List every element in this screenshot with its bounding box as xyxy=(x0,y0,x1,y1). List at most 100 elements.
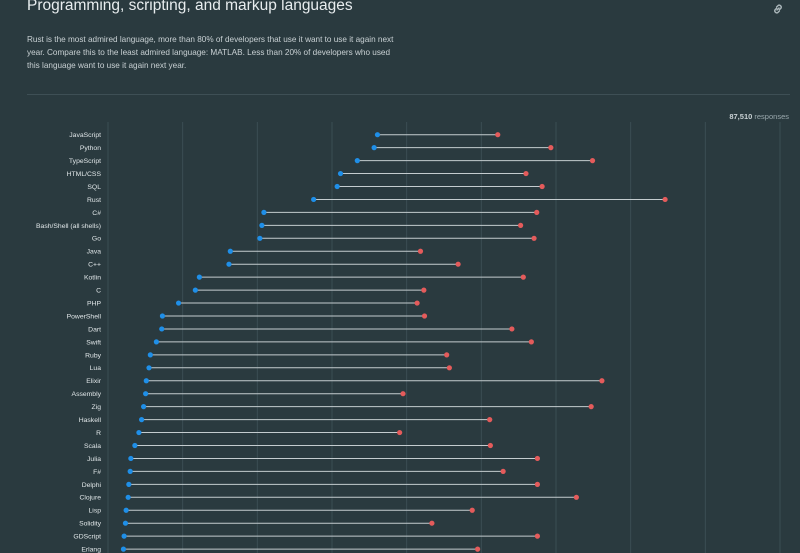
desired-point xyxy=(227,248,233,254)
chart-row: Delphi xyxy=(82,481,541,489)
desired-point xyxy=(146,365,152,371)
desired-point xyxy=(226,261,232,267)
category-label: Swift xyxy=(86,339,101,346)
category-label: Assembly xyxy=(72,391,102,398)
desired-point xyxy=(132,442,138,449)
category-label: SQL xyxy=(87,184,101,191)
desired-point xyxy=(141,404,147,410)
desired-point xyxy=(120,546,127,552)
admired-point xyxy=(469,507,475,513)
desired-point xyxy=(259,222,265,228)
admired-point xyxy=(475,546,481,552)
admired-point xyxy=(518,222,524,228)
admired-point xyxy=(487,442,493,449)
category-label: TypeScript xyxy=(69,158,101,165)
desired-point xyxy=(139,417,145,423)
chart-row: HTML/CSS xyxy=(67,170,529,178)
category-label: Kotlin xyxy=(84,275,101,282)
responses-number: 87,510 xyxy=(729,112,753,121)
chart-row: Swift xyxy=(86,339,534,346)
desired-point xyxy=(311,196,317,203)
desired-point xyxy=(122,520,129,526)
link-icon[interactable] xyxy=(772,3,784,15)
admired-point xyxy=(534,209,540,215)
category-label: Lua xyxy=(90,365,102,372)
category-label: Solidity xyxy=(79,521,102,528)
chart-row: Bash/Shell (all shells) xyxy=(36,222,524,230)
category-label: C# xyxy=(92,210,101,217)
desired-point xyxy=(196,274,202,280)
chart-row: Julia xyxy=(87,455,541,463)
admired-point xyxy=(429,520,435,526)
category-label: Julia xyxy=(87,456,101,463)
admired-point xyxy=(573,494,579,500)
desired-point xyxy=(127,468,133,474)
desired-point xyxy=(128,455,134,462)
desired-point xyxy=(153,339,159,345)
desired-point xyxy=(159,313,166,319)
desired-point xyxy=(175,300,182,306)
chart-row: Lisp xyxy=(89,507,475,515)
desired-point xyxy=(371,145,377,151)
chart-row: Clojure xyxy=(79,494,579,502)
chart-row: C# xyxy=(92,209,540,217)
category-label: JavaScript xyxy=(69,132,101,139)
admired-point xyxy=(495,132,501,138)
desired-point xyxy=(374,132,381,138)
desired-point xyxy=(159,326,165,332)
category-label: Python xyxy=(80,145,101,152)
category-label: Delphi xyxy=(82,482,102,489)
chart-row: C++ xyxy=(88,261,461,269)
chart-row: Kotlin xyxy=(84,274,526,282)
desired-point xyxy=(147,352,153,358)
admired-point xyxy=(487,417,493,423)
desired-point xyxy=(354,158,360,164)
divider xyxy=(27,94,790,95)
admired-point xyxy=(421,313,428,319)
page-title: Programming, scripting, and markup langu… xyxy=(27,0,353,14)
chart-description: Rust is the most admired language, more … xyxy=(27,35,394,70)
responses-count: 87,510 responses xyxy=(729,112,789,121)
category-label: PHP xyxy=(87,300,101,307)
category-label: C xyxy=(96,288,101,295)
category-label: Scala xyxy=(84,443,101,450)
category-label: Haskell xyxy=(79,417,102,424)
desired-point xyxy=(136,429,142,436)
desired-point xyxy=(121,533,127,539)
desired-point xyxy=(126,481,132,487)
category-label: Rust xyxy=(87,197,101,204)
desired-point xyxy=(257,235,263,241)
chart-row: Rust xyxy=(87,196,668,204)
chart-row: TypeScript xyxy=(69,158,596,165)
category-label: Zig xyxy=(92,404,102,411)
chart-row: Elixir xyxy=(86,378,605,385)
chart-row: R xyxy=(96,429,403,437)
responses-label: responses xyxy=(754,112,789,121)
admired-point xyxy=(534,481,541,487)
admired-point xyxy=(520,274,526,280)
category-label: GDScript xyxy=(73,534,101,541)
chart-row: F# xyxy=(93,468,506,476)
admired-point xyxy=(599,378,605,384)
admired-point xyxy=(531,235,537,241)
chart-row: Python xyxy=(80,145,554,152)
chart-row: Go xyxy=(92,235,537,243)
chart-row: Zig xyxy=(92,404,594,411)
chart-row: Erlang xyxy=(81,546,481,553)
desired-point xyxy=(261,209,267,215)
desired-point xyxy=(125,494,131,500)
admired-point xyxy=(397,429,403,436)
chart-row: GDScript xyxy=(73,533,541,541)
chart-row: Solidity xyxy=(79,520,435,528)
admired-point xyxy=(455,261,461,267)
admired-point xyxy=(421,287,427,293)
desired-point xyxy=(334,183,340,190)
admired-point xyxy=(548,145,554,151)
admired-point xyxy=(589,158,596,164)
admired-point xyxy=(417,248,424,254)
chart-row: Ruby xyxy=(85,352,450,359)
admired-point xyxy=(588,404,594,410)
desired-point xyxy=(143,378,149,384)
chart-row: PowerShell xyxy=(67,313,428,320)
